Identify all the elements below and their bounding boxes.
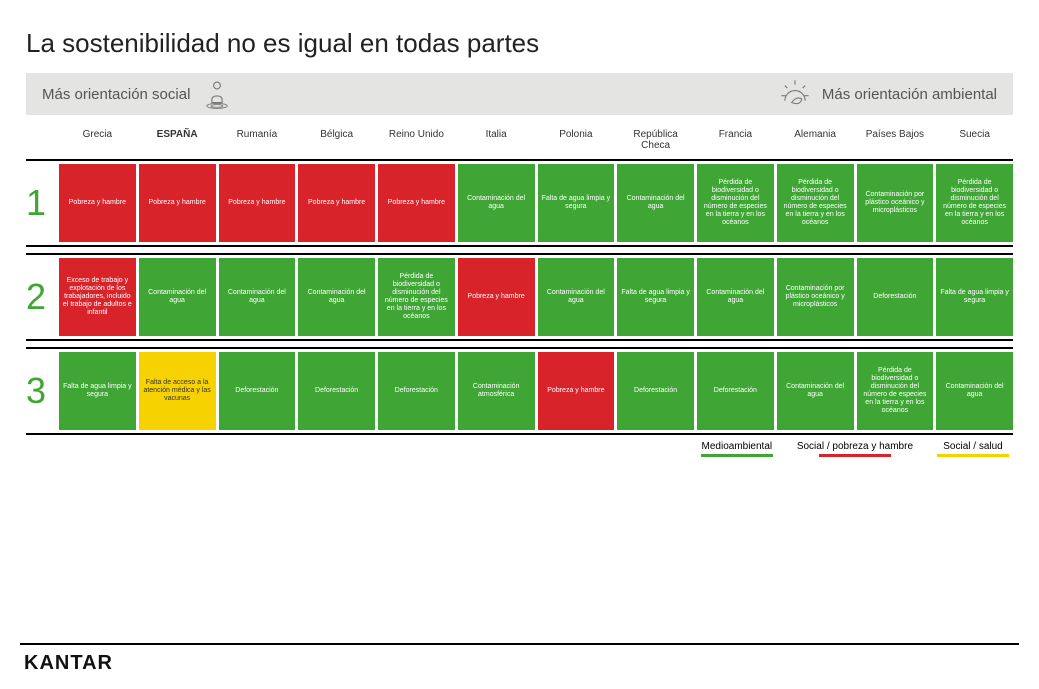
data-cell: Deforestación [617, 352, 694, 430]
data-cell: Deforestación [378, 352, 455, 430]
spectrum-right: Más orientación ambiental [778, 77, 997, 111]
country-header: Francia [697, 125, 774, 155]
data-cell: Contaminación del agua [219, 258, 296, 336]
sun-leaf-icon [778, 77, 812, 111]
legend-item: Medioambiental [701, 441, 773, 457]
rank-number: 2 [26, 258, 56, 336]
rank-number: 1 [26, 164, 56, 242]
country-header: Polonia [538, 125, 615, 155]
data-cell: Exceso de trabajo y explotación de los t… [59, 258, 136, 336]
legend-swatch [701, 454, 773, 457]
header-row: GreciaESPAÑARumaníaBélgicaReino UnidoIta… [26, 125, 1013, 155]
data-cell: Pobreza y hambre [298, 164, 375, 242]
data-cell: Pobreza y hambre [219, 164, 296, 242]
country-header: Suecia [936, 125, 1013, 155]
legend: Medioambiental Social / pobreza y hambre S… [20, 441, 1009, 457]
data-cell: Falta de acceso a la atención médica y l… [139, 352, 216, 430]
data-cell: Pérdida de biodiversidad o disminución d… [378, 258, 455, 336]
data-cell: Contaminación del agua [298, 258, 375, 336]
legend-item: Social / salud [937, 441, 1009, 457]
data-cell: Pérdida de biodiversidad o disminución d… [697, 164, 774, 242]
data-cell: Contaminación por plástico oceánico y mi… [857, 164, 934, 242]
brand-logo: KANTAR [24, 652, 113, 675]
data-cell: Pobreza y hambre [538, 352, 615, 430]
rank-row: 3Falta de agua limpia y seguraFalta de a… [26, 347, 1013, 435]
legend-label: Social / salud [943, 441, 1002, 452]
rank-row: 2Exceso de trabajo y explotación de los … [26, 253, 1013, 341]
legend-item: Social / pobreza y hambre [797, 441, 913, 457]
grid: GreciaESPAÑARumaníaBélgicaReino UnidoIta… [26, 125, 1013, 435]
page-title: La sostenibilidad no es igual en todas p… [26, 28, 1019, 59]
rank-row: 1Pobreza y hambrePobreza y hambrePobreza… [26, 159, 1013, 247]
country-header: Rumanía [219, 125, 296, 155]
data-cell: Pobreza y hambre [378, 164, 455, 242]
data-cell: Pobreza y hambre [139, 164, 216, 242]
rank-number: 3 [26, 352, 56, 430]
spectrum-left: Más orientación social [42, 77, 234, 111]
data-cell: Deforestación [857, 258, 934, 336]
legend-label: Social / pobreza y hambre [797, 441, 913, 452]
data-cell: Deforestación [697, 352, 774, 430]
data-cell: Pérdida de biodiversidad o disminución d… [936, 164, 1013, 242]
legend-label: Medioambiental [702, 441, 773, 452]
spectrum-left-label: Más orientación social [42, 86, 190, 103]
data-cell: Falta de agua limpia y segura [538, 164, 615, 242]
spectrum-bar: Más orientación social Más orientación a… [26, 73, 1013, 115]
data-cell: Falta de agua limpia y segura [617, 258, 694, 336]
data-cell: Pobreza y hambre [458, 258, 535, 336]
data-cell: Contaminación atmosférica [458, 352, 535, 430]
data-cell: Pérdida de biodiversidad o disminución d… [857, 352, 934, 430]
country-header: Grecia [59, 125, 136, 155]
data-cell: Contaminación del agua [139, 258, 216, 336]
country-header: Alemania [777, 125, 854, 155]
country-header: República Checa [617, 125, 694, 155]
data-cell: Contaminación del agua [617, 164, 694, 242]
data-cell: Deforestación [298, 352, 375, 430]
country-header: Países Bajos [857, 125, 934, 155]
data-cell: Pobreza y hambre [59, 164, 136, 242]
data-cell: Contaminación del agua [936, 352, 1013, 430]
data-cell: Falta de agua limpia y segura [59, 352, 136, 430]
legend-swatch [819, 454, 891, 457]
person-icon [200, 77, 234, 111]
country-header: Bélgica [298, 125, 375, 155]
data-cell: Falta de agua limpia y segura [936, 258, 1013, 336]
data-cell: Pérdida de biodiversidad o disminución d… [777, 164, 854, 242]
country-header: Reino Unido [378, 125, 455, 155]
data-cell: Contaminación del agua [697, 258, 774, 336]
data-cell: Contaminación del agua [538, 258, 615, 336]
data-cell: Contaminación por plástico oceánico y mi… [777, 258, 854, 336]
data-cell: Contaminación del agua [777, 352, 854, 430]
data-cell: Contaminación del agua [458, 164, 535, 242]
data-cell: Deforestación [219, 352, 296, 430]
legend-swatch [937, 454, 1009, 457]
footer-divider [20, 643, 1019, 645]
spectrum-right-label: Más orientación ambiental [822, 86, 997, 103]
country-header: Italia [458, 125, 535, 155]
country-header: ESPAÑA [139, 125, 216, 155]
